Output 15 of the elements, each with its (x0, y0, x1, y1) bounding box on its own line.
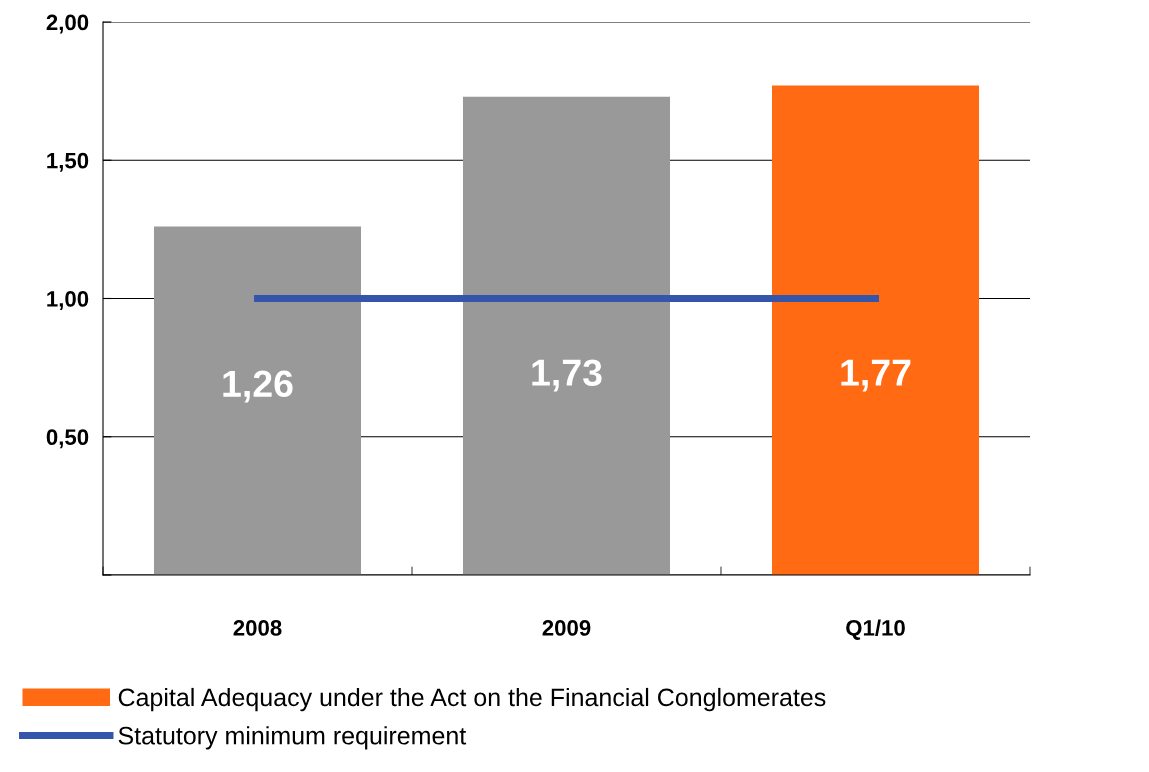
y-tick-label: 2,00 (46, 14, 89, 34)
data-label: 1,73 (532, 359, 602, 392)
y-tick-label: 1,50 (47, 152, 89, 172)
y-tick-label: 1,00 (47, 291, 89, 310)
y-tick-label: 0,50 (46, 429, 89, 449)
bar (462, 96, 671, 575)
bar (771, 85, 980, 575)
legend-label: Statutory minimum requirement (118, 726, 467, 750)
data-label: 1,77 (841, 359, 911, 392)
x-tick-label: Q1/10 (846, 619, 905, 640)
x-tick-label: 2008 (233, 620, 282, 636)
legend-label: Capital Adequacy under the Act on the Financial Conglomerates (118, 687, 826, 712)
data-label: 1,26 (223, 370, 293, 403)
x-tick-label: 2009 (542, 620, 591, 636)
bar (153, 226, 362, 575)
